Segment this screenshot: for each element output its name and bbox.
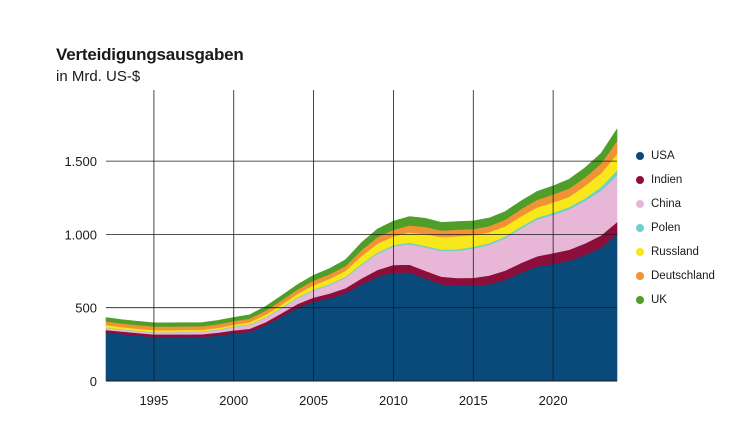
x-tick-label: 2015	[459, 393, 488, 408]
x-tick-label: 2020	[539, 393, 568, 408]
area-layers	[105, 128, 618, 382]
area-uk	[105, 128, 618, 327]
legend-item-china: China	[636, 192, 715, 216]
legend-item-indien: Indien	[636, 168, 715, 192]
x-tick-label: 1995	[139, 393, 168, 408]
legend-item-deutschland: Deutschland	[636, 264, 715, 288]
legend-marker	[636, 152, 644, 160]
legend: USA Indien China Polen Russland Deutschland UK	[636, 144, 715, 312]
chart-subtitle: in Mrd. US-$	[56, 68, 141, 85]
grid-lines	[106, 90, 617, 382]
legend-marker	[636, 224, 644, 232]
y-axis-ticks: 0 500 1.000 1.500	[64, 154, 97, 389]
legend-marker	[636, 272, 644, 280]
legend-item-usa: USA	[636, 144, 715, 168]
legend-marker	[636, 176, 644, 184]
legend-marker	[636, 248, 644, 256]
legend-label: Indien	[651, 174, 683, 186]
legend-label: Russland	[651, 246, 699, 258]
y-tick-label: 1.500	[64, 154, 97, 169]
legend-item-uk: UK	[636, 288, 715, 312]
legend-item-russland: Russland	[636, 240, 715, 264]
legend-item-polen: Polen	[636, 216, 715, 240]
legend-label: Polen	[651, 222, 681, 234]
y-tick-label: 0	[90, 374, 97, 389]
legend-label: Deutschland	[651, 270, 715, 282]
x-tick-label: 2005	[299, 393, 328, 408]
x-tick-label: 2000	[219, 393, 248, 408]
legend-label: UK	[651, 294, 667, 306]
chart-title: Verteidigungsausgaben	[56, 45, 244, 64]
legend-label: China	[651, 198, 682, 210]
legend-marker	[636, 296, 644, 304]
legend-label: USA	[651, 150, 675, 162]
x-axis-ticks: 1995 2000 2005 2010 2015 2020	[139, 393, 567, 408]
y-tick-label: 500	[75, 301, 97, 316]
y-tick-label: 1.000	[64, 227, 97, 242]
x-tick-label: 2010	[379, 393, 408, 408]
legend-marker	[636, 200, 644, 208]
